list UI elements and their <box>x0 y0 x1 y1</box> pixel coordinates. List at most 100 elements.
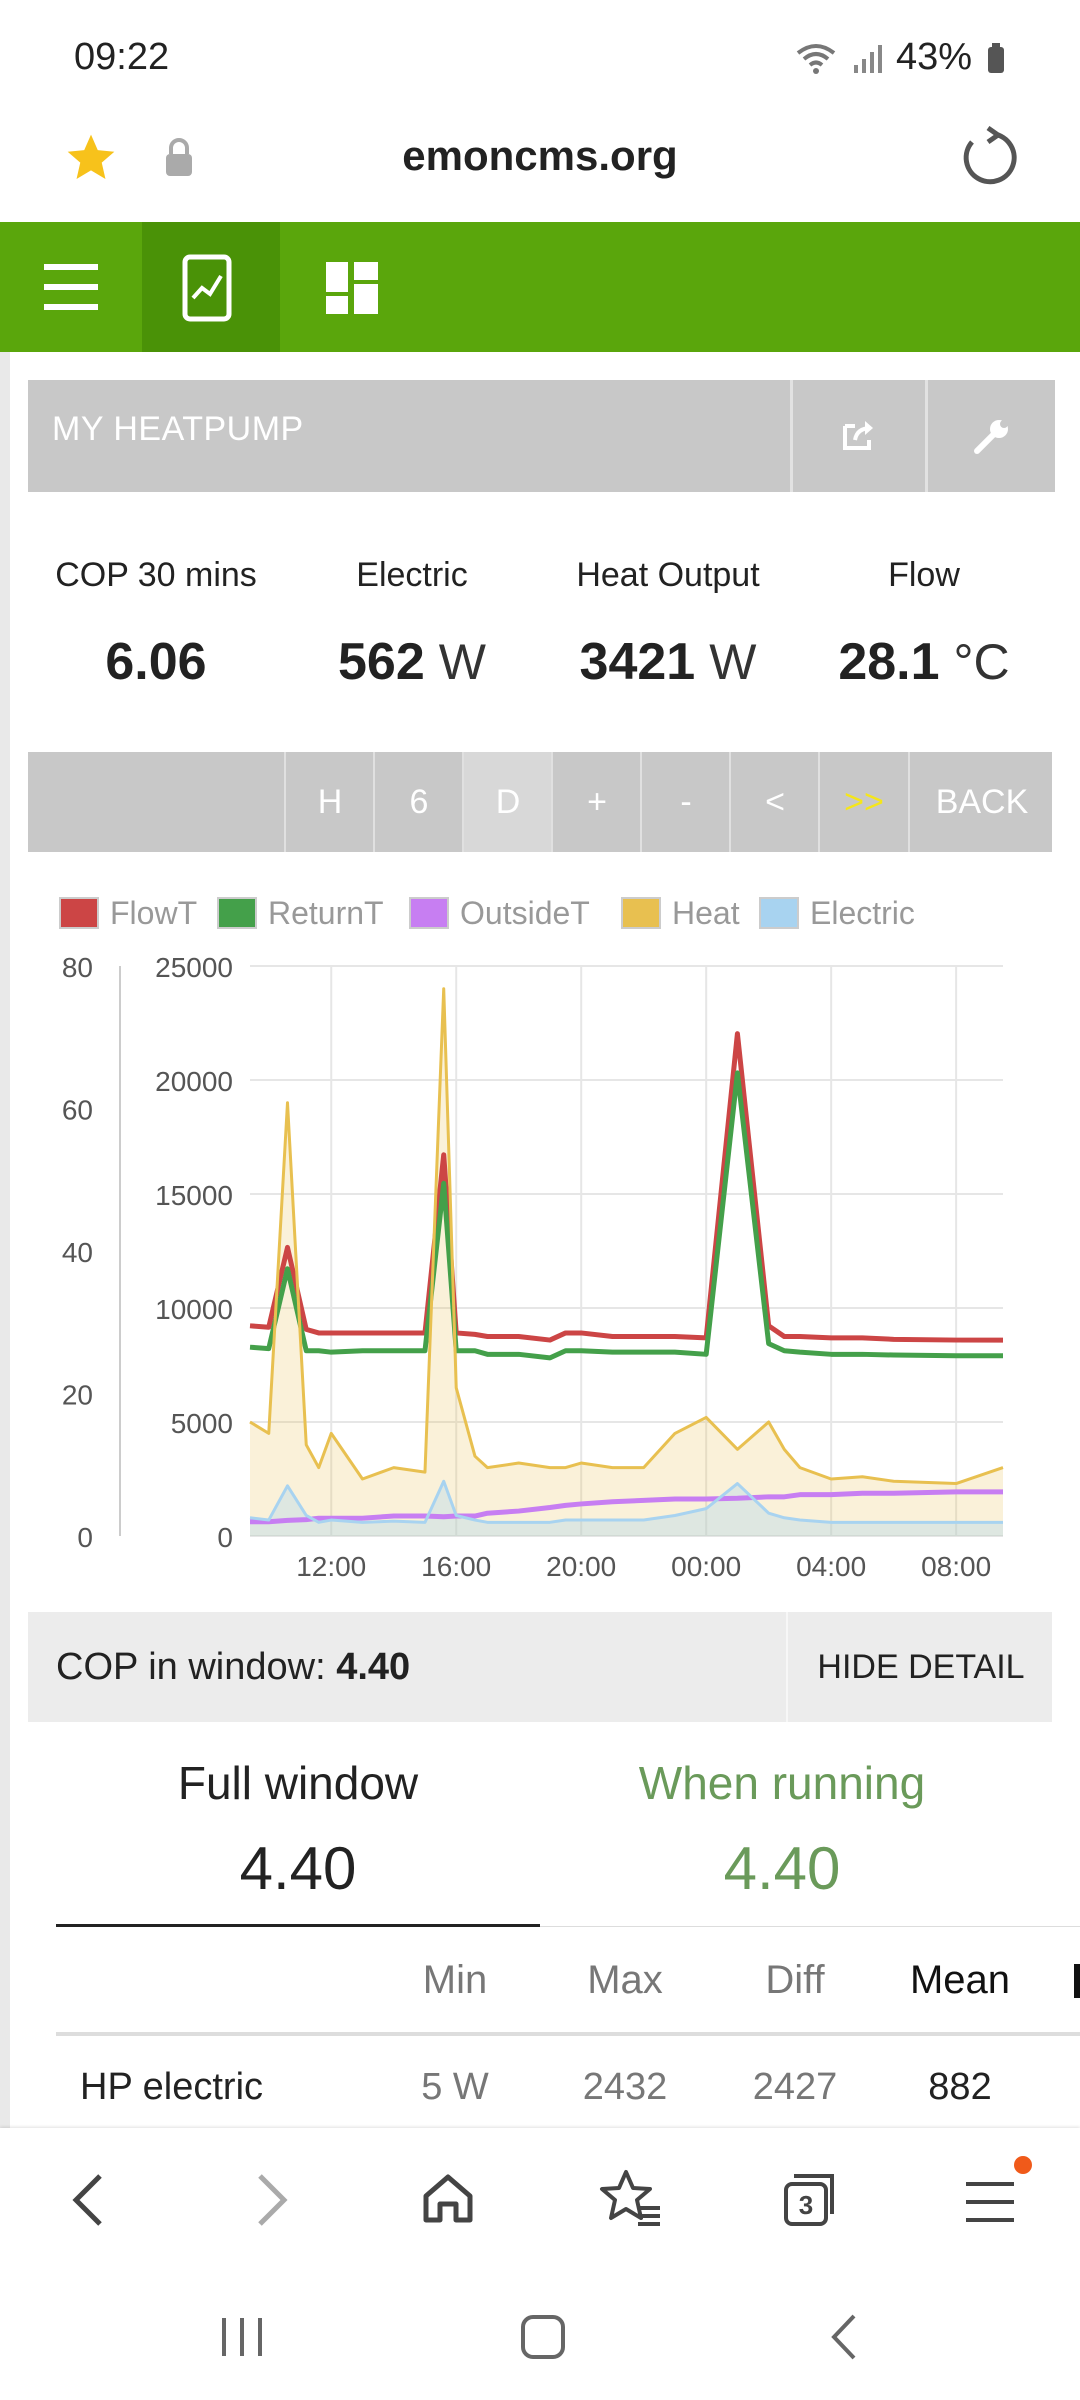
col-header-max: Max <box>587 1958 663 2002</box>
x-tick-label: 12:00 <box>296 1551 366 1582</box>
x-tick-label: 20:00 <box>546 1551 616 1582</box>
status-time: 09:22 <box>74 36 170 78</box>
legend-swatch-heat <box>621 897 661 929</box>
chart-legend: FlowT ReturnT OutsideT Heat Electric <box>59 895 915 931</box>
pan-right-button[interactable]: >> <box>818 752 908 852</box>
y-right-tick-label: 25000 <box>155 952 233 983</box>
y-left-tick-label: 80 <box>62 952 93 983</box>
notification-dot <box>1014 2156 1032 2174</box>
series-area-heat <box>250 988 1003 1536</box>
url-text[interactable]: emoncms.org <box>402 132 678 179</box>
hide-detail-button[interactable]: HIDE DETAIL <box>786 1612 1054 1722</box>
recent-apps-icon[interactable] <box>220 2316 266 2358</box>
system-nav-bar <box>0 2278 1080 2400</box>
status-bar <box>0 0 1080 120</box>
signal-icon <box>853 44 882 73</box>
range-hour-button[interactable]: H <box>284 752 374 852</box>
col-header-min: Min <box>422 1958 488 2002</box>
row-name: HP electric <box>80 2066 264 2108</box>
tab-full-window[interactable]: Full window <box>177 1757 419 1809</box>
y-right-tick-label: 15000 <box>155 1180 233 1211</box>
stat-label-cop: COP 30 mins <box>55 556 257 594</box>
stat-value-cop: 6.06 <box>105 633 207 691</box>
cop-window-text: COP in window: 4.40 <box>56 1646 410 1689</box>
battery-icon <box>988 42 1004 73</box>
active-tab-underline <box>56 1924 540 1927</box>
left-gutter <box>0 352 10 2132</box>
app-toolbar-active-tab <box>142 222 280 352</box>
stat-label-heat: Heat Output <box>576 556 760 594</box>
back-arrow-icon[interactable] <box>68 2172 108 2228</box>
legend-label-heat: Heat <box>672 895 740 931</box>
range-6h-button[interactable]: 6 <box>373 752 463 852</box>
stat-unit-electric: W <box>438 634 486 690</box>
y-left-tick-label: 0 <box>77 1522 93 1553</box>
panel-title: MY HEATPUMP <box>52 410 304 448</box>
battery-percent: 43% <box>895 36 972 78</box>
stat-label-electric: Electric <box>356 556 468 594</box>
wifi-icon <box>796 43 836 74</box>
star-icon[interactable] <box>62 130 120 186</box>
cop-window-label: COP in window: <box>56 1646 326 1688</box>
timeseries-chart[interactable]: 0 5000 10000 15000 20000 25000 0 20 40 60 80 12:00 1… <box>28 858 1052 1608</box>
series-line-heat <box>249 987 1004 1486</box>
y-left-tick-label: 60 <box>62 1095 93 1126</box>
back-nav-icon[interactable] <box>826 2312 862 2362</box>
wrench-icon <box>973 420 1008 454</box>
legend-label-returnt: ReturnT <box>268 895 384 931</box>
svg-text:3: 3 <box>799 2190 813 2220</box>
browser-menu-icon[interactable] <box>966 2180 1014 2224</box>
y-right-tick-label: 10000 <box>155 1294 233 1325</box>
stat-value-flow: 28.1 °C <box>838 633 1010 691</box>
tab-divider <box>540 1926 1080 1927</box>
zoom-in-button[interactable]: + <box>551 752 641 852</box>
x-tick-label: 16:00 <box>421 1551 491 1582</box>
x-tick-label: 00:00 <box>671 1551 741 1582</box>
series-line-electric <box>249 1479 1003 1524</box>
chart-series-lines <box>249 987 1004 1525</box>
col-header-mean: Mean <box>909 1958 1011 2002</box>
forward-arrow-icon[interactable] <box>252 2172 292 2228</box>
legend-label-electric: Electric <box>810 895 915 931</box>
tabs-icon[interactable]: 3 <box>780 2168 840 2228</box>
y-left-tick-label: 40 <box>62 1237 93 1268</box>
home-nav-icon[interactable] <box>518 2312 568 2362</box>
x-tick-label: 08:00 <box>921 1551 991 1582</box>
dashboard-icon[interactable] <box>326 262 378 314</box>
when-running-cop: 4.40 <box>723 1835 841 1902</box>
legend-label-outsidet: OutsideT <box>460 895 590 931</box>
menu-icon[interactable] <box>44 262 98 312</box>
full-window-cop: 4.40 <box>239 1835 357 1902</box>
chart-area-fills <box>250 988 1003 1536</box>
legend-swatch-returnt <box>217 897 257 929</box>
tab-when-running[interactable]: When running <box>638 1757 926 1809</box>
series-line-outsidet <box>250 1489 1003 1525</box>
col-header-overflow <box>1074 1964 1080 1998</box>
share-button[interactable] <box>790 380 925 492</box>
settings-button[interactable] <box>925 380 1055 492</box>
table-header-divider <box>56 2032 1080 2036</box>
cop-window-value: 4.40 <box>336 1646 411 1688</box>
col-header-diff: Diff <box>765 1958 825 2002</box>
series-line-flowt <box>249 1031 1003 1343</box>
reload-icon[interactable] <box>958 126 1020 188</box>
browser-bottom-bar <box>0 2128 1080 2278</box>
zoom-out-button[interactable]: - <box>640 752 730 852</box>
row-max: 2432 <box>582 2066 668 2108</box>
x-tick-label: 04:00 <box>796 1551 866 1582</box>
chart-grid <box>250 965 1003 1537</box>
lock-icon[interactable] <box>162 136 196 178</box>
back-button[interactable]: BACK <box>908 752 1054 852</box>
range-day-button[interactable]: D <box>462 752 552 852</box>
row-min: 5 W <box>421 2066 489 2108</box>
pan-left-button[interactable]: < <box>729 752 819 852</box>
bookmarks-icon[interactable] <box>598 2168 664 2230</box>
chart-axes: 0 5000 10000 15000 20000 25000 0 20 40 60 80 12:00 1… <box>62 952 991 1582</box>
stat-unit-heat: W <box>709 634 757 690</box>
app-view-icon[interactable] <box>182 254 232 322</box>
cop-window-bar <box>28 1612 1052 1722</box>
home-icon[interactable] <box>420 2172 476 2226</box>
stat-label-flow: Flow <box>888 556 960 594</box>
share-icon <box>843 421 873 450</box>
y-right-tick-label: 20000 <box>155 1066 233 1097</box>
